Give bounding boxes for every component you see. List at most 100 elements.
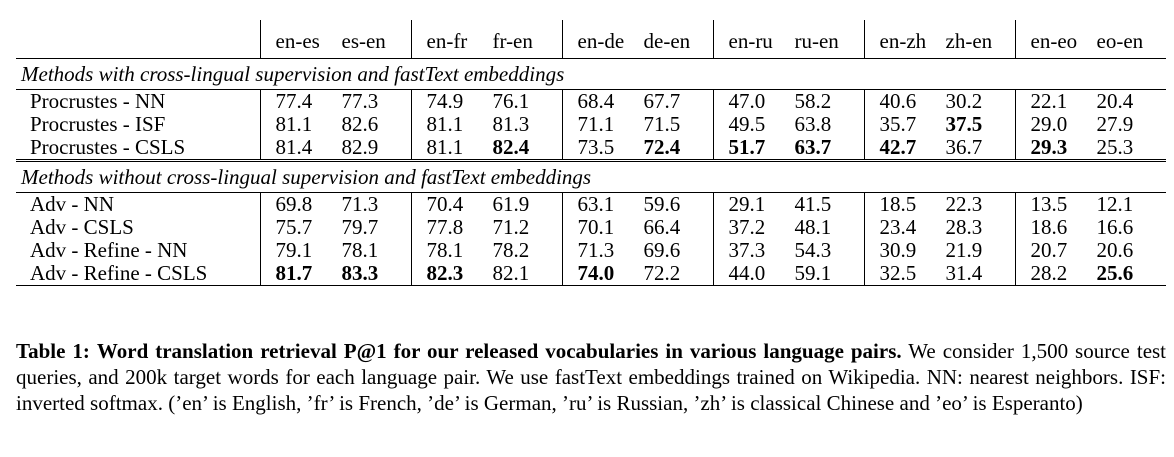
score-cell-ru-en: 63.7 bbox=[794, 135, 832, 159]
score-cell-ru-en: 63.8 bbox=[794, 112, 832, 136]
column-header-eo-en: eo-en bbox=[1090, 20, 1166, 59]
score-cell-en-zh: 23.4 bbox=[863, 216, 940, 239]
score-cell-en-es: 81.7 bbox=[259, 262, 336, 286]
score-cell-de-en: 69.6 bbox=[643, 238, 681, 262]
score-cell-ru-en: 59.1 bbox=[788, 262, 864, 286]
score-cell-en-zh: 35.7 bbox=[863, 113, 940, 136]
method-name-cell: Adv - Refine - CSLS bbox=[16, 262, 260, 286]
table-row: Adv - CSLS 75.7 79.7 77.8 71.2 70.1 66.4 37.2 48… bbox=[16, 216, 1166, 239]
score-cell-en-fr: 77.8 bbox=[410, 216, 487, 239]
score-cell-es-en: 82.9 bbox=[341, 135, 379, 159]
score-cell-en-es: 75.7 bbox=[259, 216, 336, 239]
score-cell-en-es: 81.4 bbox=[259, 136, 336, 161]
score-cell-ru-en: 58.2 bbox=[794, 89, 832, 113]
score-cell-en-zh: 18.5 bbox=[863, 192, 940, 216]
table-caption: Table 1: Word translation retrieval P@1 … bbox=[16, 338, 1166, 416]
score-cell-en-es: 79.1 bbox=[259, 239, 336, 262]
score-cell-fr-en: 78.2 bbox=[492, 238, 530, 262]
score-cell-ru-en: 54.3 bbox=[794, 238, 832, 262]
score-cell-en-fr: 74.9 bbox=[410, 89, 487, 113]
score-cell-fr-en: 61.9 bbox=[492, 192, 530, 216]
column-header-en-zh: en-zh bbox=[863, 20, 940, 59]
method-name-cell: Procrustes - CSLS bbox=[30, 135, 186, 159]
caption-body: We consider 1,500 source test queries, a… bbox=[16, 339, 1167, 415]
score-cell-en-eo: 13.5 bbox=[1014, 192, 1091, 216]
score-cell-en-de: 71.3 bbox=[561, 239, 638, 262]
score-cell-eo-en: 25.3 bbox=[1096, 135, 1134, 159]
caption-title: Word translation retrieval P@1 for our r… bbox=[96, 339, 902, 363]
column-header-en-de: en-de bbox=[561, 20, 638, 59]
score-cell-en-eo: 20.7 bbox=[1014, 239, 1091, 262]
score-cell-en-es: 77.4 bbox=[259, 89, 336, 113]
score-cell-zh-en: 31.4 bbox=[939, 262, 1015, 286]
method-name-cell: Adv - Refine - NN bbox=[30, 238, 188, 262]
method-name-cell: Adv - CSLS bbox=[30, 215, 134, 239]
score-cell-en-ru: 37.2 bbox=[712, 216, 789, 239]
results-table-container: en-es es-en en-fr fr-en en-de de-en en-ru ru-en… bbox=[16, 20, 1166, 286]
score-cell-fr-en: 76.1 bbox=[492, 89, 530, 113]
score-cell-en-de: 74.0 bbox=[561, 262, 638, 286]
column-header-en-eo: en-eo bbox=[1014, 20, 1091, 59]
score-cell-en-ru: 51.7 bbox=[712, 136, 789, 161]
column-header-en-es: en-es bbox=[259, 20, 336, 59]
score-cell-en-fr: 82.3 bbox=[410, 262, 487, 286]
score-cell-en-zh: 42.7 bbox=[863, 136, 940, 161]
score-cell-de-en: 66.4 bbox=[643, 215, 681, 239]
table-row: Procrustes - ISF 81.1 82.6 81.1 81.3 71.1 71.5… bbox=[16, 113, 1166, 136]
score-cell-de-en: 67.7 bbox=[643, 89, 681, 113]
score-cell-en-ru: 29.1 bbox=[712, 192, 789, 216]
header-empty-cell bbox=[16, 20, 260, 59]
column-header-ru-en: ru-en bbox=[788, 20, 864, 59]
score-cell-en-fr: 81.1 bbox=[410, 136, 487, 161]
score-cell-eo-en: 12.1 bbox=[1096, 192, 1134, 216]
score-cell-es-en: 71.3 bbox=[341, 192, 379, 216]
score-cell-en-ru: 47.0 bbox=[712, 89, 789, 113]
score-cell-en-eo: 29.0 bbox=[1014, 113, 1091, 136]
score-cell-fr-en: 81.3 bbox=[492, 112, 530, 136]
score-cell-en-zh: 40.6 bbox=[863, 89, 940, 113]
score-cell-es-en: 83.3 bbox=[335, 262, 411, 286]
table-row: Adv - Refine - NN 79.1 78.1 78.1 78.2 71.3 69.… bbox=[16, 239, 1166, 262]
score-cell-zh-en: 36.7 bbox=[945, 135, 983, 159]
score-cell-en-fr: 70.4 bbox=[410, 192, 487, 216]
score-cell-de-en: 71.5 bbox=[643, 112, 681, 136]
table-row: Adv - NN 69.8 71.3 70.4 61.9 63.1 59.6 29.1 41.5… bbox=[16, 192, 1166, 216]
table-row: Procrustes - CSLS 81.4 82.9 81.1 82.4 73.5 72.… bbox=[16, 136, 1166, 161]
score-cell-de-en: 59.6 bbox=[643, 192, 681, 216]
score-cell-eo-en: 25.6 bbox=[1090, 262, 1166, 286]
score-cell-es-en: 78.1 bbox=[341, 238, 379, 262]
score-cell-zh-en: 22.3 bbox=[945, 192, 983, 216]
method-name-cell: Procrustes - NN bbox=[30, 89, 166, 113]
score-cell-en-de: 73.5 bbox=[561, 136, 638, 161]
score-cell-en-de: 63.1 bbox=[561, 192, 638, 216]
score-cell-en-ru: 44.0 bbox=[712, 262, 789, 286]
score-cell-ru-en: 41.5 bbox=[794, 192, 832, 216]
score-cell-en-zh: 32.5 bbox=[863, 262, 940, 286]
score-cell-zh-en: 21.9 bbox=[945, 238, 983, 262]
column-header-de-en: de-en bbox=[637, 20, 713, 59]
table-row: Adv - Refine - CSLS 81.7 83.3 82.3 82.1 74.0 7… bbox=[16, 262, 1166, 286]
score-cell-eo-en: 20.6 bbox=[1096, 238, 1134, 262]
section-header-row: Methods without cross-lingual supervisio… bbox=[16, 159, 1166, 193]
score-cell-es-en: 79.7 bbox=[341, 215, 379, 239]
section-title: Methods with cross-lingual supervision a… bbox=[16, 58, 1166, 90]
score-cell-en-eo: 29.3 bbox=[1014, 136, 1091, 161]
table-row: Procrustes - NN 77.4 77.3 74.9 76.1 68.4 67.7 4… bbox=[16, 89, 1166, 113]
score-cell-es-en: 77.3 bbox=[341, 89, 379, 113]
score-cell-en-eo: 28.2 bbox=[1014, 262, 1091, 286]
score-cell-zh-en: 28.3 bbox=[945, 215, 983, 239]
score-cell-zh-en: 37.5 bbox=[945, 112, 983, 136]
score-cell-en-es: 81.1 bbox=[259, 113, 336, 136]
table-header-row: en-es es-en en-fr fr-en en-de de-en en-ru ru-en… bbox=[16, 20, 1166, 59]
column-header-zh-en: zh-en bbox=[939, 20, 1015, 59]
score-cell-fr-en: 82.1 bbox=[486, 262, 562, 286]
score-cell-en-de: 71.1 bbox=[561, 113, 638, 136]
score-cell-de-en: 72.4 bbox=[643, 135, 681, 159]
column-header-en-ru: en-ru bbox=[712, 20, 789, 59]
caption-label: Table 1: bbox=[16, 339, 90, 363]
score-cell-en-fr: 81.1 bbox=[410, 113, 487, 136]
column-header-en-fr: en-fr bbox=[410, 20, 487, 59]
section-header-row: Methods with cross-lingual supervision a… bbox=[16, 58, 1166, 90]
score-cell-en-eo: 18.6 bbox=[1014, 216, 1091, 239]
score-cell-eo-en: 27.9 bbox=[1096, 112, 1134, 136]
